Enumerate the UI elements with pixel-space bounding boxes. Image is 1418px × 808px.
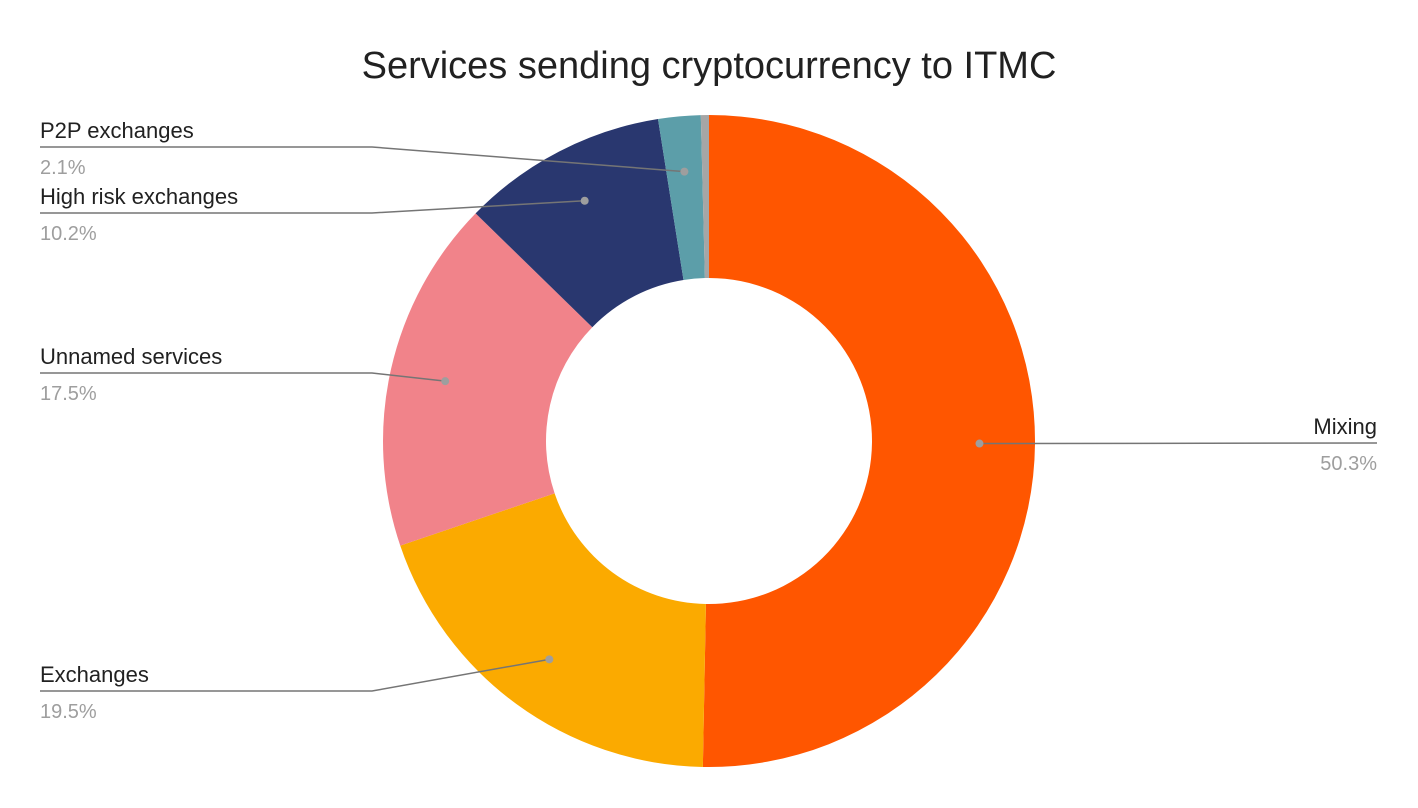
slice-unnamed-services [383,213,593,546]
slice-value-exchanges: 19.5% [40,701,97,723]
leader-dot-mixing [975,439,984,448]
slice-label-high-risk-exchanges: High risk exchanges [40,184,238,209]
slice-value-high-risk-exchanges: 10.2% [40,223,97,245]
leader-dot-exchanges [545,655,554,664]
slice-label-mixing: Mixing [1313,414,1377,439]
slice-value-p2p-exchanges: 2.1% [40,157,86,179]
slice-mixing [702,115,1036,768]
slice-p2p-exchanges [658,115,705,281]
leader-dot-high-risk-exchanges [580,196,589,205]
slice-other-5 [700,115,709,279]
leader-line-p2p-exchanges [40,146,685,173]
slice-high-risk-exchanges [475,119,684,328]
chart-title: Services sending cryptocurrency to ITMC [362,45,1057,87]
slice-value-mixing: 50.3% [1320,453,1377,475]
slice-label-unnamed-services: Unnamed services [40,344,222,369]
leader-line-exchanges [40,658,550,692]
leader-dot-p2p-exchanges [680,167,689,176]
leader-line-unnamed-services [40,372,446,382]
donut-slices [383,115,1036,768]
leader-lines [40,146,1378,692]
leader-line-mixing [979,442,1378,445]
slice-label-p2p-exchanges: P2P exchanges [40,118,194,143]
slice-value-unnamed-services: 17.5% [40,383,97,405]
leader-dot-unnamed-services [441,377,450,386]
leader-line-high-risk-exchanges [40,200,585,214]
slice-exchanges [400,493,706,767]
slice-label-exchanges: Exchanges [40,662,149,687]
